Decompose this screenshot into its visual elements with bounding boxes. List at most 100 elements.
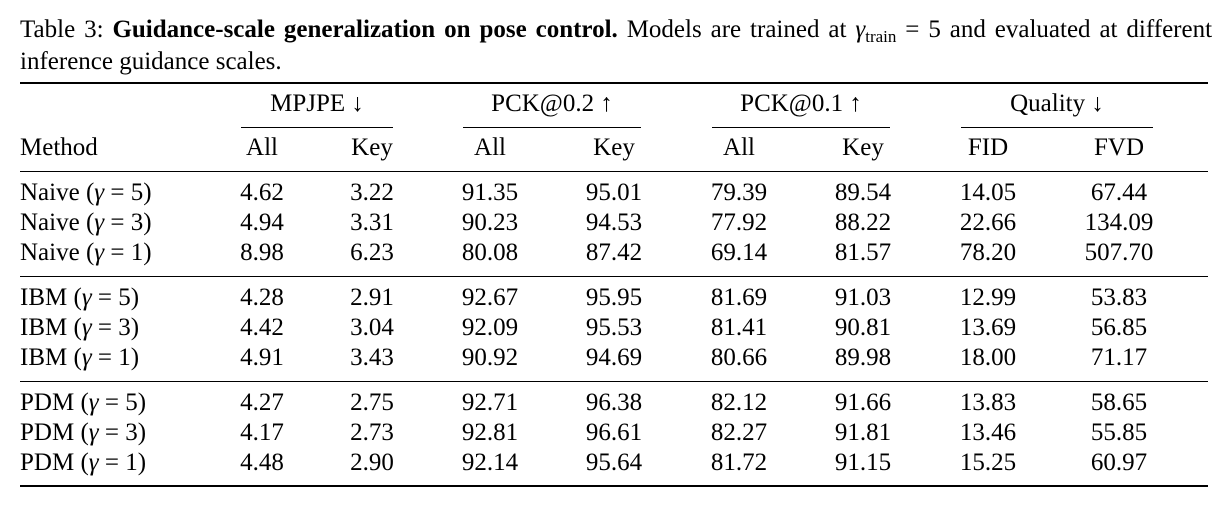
table-cell: 88.22 (834, 209, 892, 236)
caption-text-before: Models are trained at (626, 16, 847, 43)
table-cell: 71.17 (1090, 344, 1148, 371)
gamma-symbol: γ (94, 179, 105, 206)
table-cell: 8.98 (240, 239, 284, 266)
table-cell: 2.91 (350, 284, 394, 311)
subheader-pck01-key: Key (842, 134, 884, 161)
subheader-pck01-all: All (723, 134, 755, 161)
table-cell: 13.46 (959, 419, 1017, 446)
table-cell: 18.00 (959, 344, 1017, 371)
table-cell: 91.15 (834, 449, 892, 476)
gamma-value: 1 (130, 239, 144, 266)
group-header-quality: Quality ↓ (1010, 90, 1104, 117)
caption-gamma-subscript: train (865, 27, 897, 46)
table-cell: 78.20 (959, 239, 1017, 266)
caption-text-after: and evaluated at different inference gui… (20, 16, 1213, 75)
method-name: IBM (20, 284, 68, 311)
method-header: Method (20, 134, 98, 161)
table-cell: 92.81 (461, 419, 519, 446)
gamma-symbol: γ (94, 239, 105, 266)
table-cell: 91.66 (834, 389, 892, 416)
gamma-symbol: γ (81, 344, 92, 371)
table-cell: 4.62 (240, 179, 284, 206)
caption-title: Guidance-scale generalization on pose co… (112, 16, 618, 43)
table-cell: 4.42 (240, 314, 284, 341)
gamma-value: 3 (118, 314, 131, 341)
top-rule (20, 82, 1208, 84)
gamma-value: 5 (118, 284, 131, 311)
group-header-pck01: PCK@0.1 ↑ (740, 90, 862, 117)
subheader-pck02-all: All (474, 134, 506, 161)
table-cell: 3.31 (350, 209, 394, 236)
bottom-rule (20, 485, 1208, 487)
method-cell: IBM (γ = 1) (20, 344, 140, 371)
table-cell: 89.98 (834, 344, 892, 371)
method-cell: PDM (γ = 3) (20, 419, 147, 446)
subheader-pck02-key: Key (593, 134, 635, 161)
group-rule-quality (961, 127, 1153, 128)
gamma-symbol: γ (88, 419, 99, 446)
table-cell: 91.03 (834, 284, 892, 311)
gamma-symbol: γ (81, 284, 92, 311)
group-rule-mpjpe (241, 127, 393, 128)
subheader-fid: FID (967, 134, 1009, 161)
table-cell: 2.75 (350, 389, 394, 416)
table-cell: 13.83 (959, 389, 1017, 416)
method-cell: IBM (γ = 5) (20, 284, 140, 311)
gamma-symbol: γ (88, 449, 99, 476)
table-cell: 56.85 (1090, 314, 1148, 341)
table-cell: 96.61 (585, 419, 643, 446)
table-cell: 3.22 (350, 179, 394, 206)
table-cell: 134.09 (1084, 209, 1154, 236)
group-header-pck02: PCK@0.2 ↑ (491, 90, 613, 117)
table-cell: 81.41 (710, 314, 768, 341)
table-cell: 81.72 (710, 449, 768, 476)
table-cell: 4.91 (240, 344, 284, 371)
table-cell: 2.90 (350, 449, 394, 476)
method-cell: IBM (γ = 3) (20, 314, 140, 341)
table-cell: 87.42 (585, 239, 643, 266)
caption-gamma-value: = 5 (905, 16, 941, 43)
table-cell: 91.35 (461, 179, 519, 206)
table-cell: 4.27 (240, 389, 284, 416)
table-cell: 82.12 (710, 389, 768, 416)
table-cell: 12.99 (959, 284, 1017, 311)
method-cell: PDM (γ = 1) (20, 449, 147, 476)
table-cell: 96.38 (585, 389, 643, 416)
table-cell: 80.08 (461, 239, 519, 266)
caption-gamma: γ (855, 16, 866, 43)
gamma-value: 1 (125, 449, 138, 476)
subheader-mpjpe-key: Key (351, 134, 393, 161)
method-name: Naive (20, 209, 80, 236)
table-cell: 60.97 (1090, 449, 1148, 476)
table-cell: 69.14 (710, 239, 768, 266)
method-name: PDM (20, 449, 75, 476)
subheader-mpjpe-all: All (246, 134, 278, 161)
table-cell: 3.04 (350, 314, 394, 341)
table-cell: 95.01 (585, 179, 643, 206)
table-cell: 92.09 (461, 314, 519, 341)
table-cell: 4.17 (240, 419, 284, 446)
table-cell: 90.23 (461, 209, 519, 236)
table-cell: 92.67 (461, 284, 519, 311)
method-cell: Naive (γ = 3) (20, 209, 152, 236)
subheader-fvd: FVD (1093, 134, 1145, 161)
table-cell: 95.53 (585, 314, 643, 341)
group-separator-2 (20, 381, 1208, 382)
gamma-symbol: γ (81, 314, 92, 341)
table-cell: 2.73 (350, 419, 394, 446)
gamma-symbol: γ (94, 209, 105, 236)
gamma-symbol: γ (88, 389, 99, 416)
gamma-value: 1 (118, 344, 131, 371)
method-cell: Naive (γ = 1) (20, 239, 152, 266)
table-caption: Table 3: Guidance-scale generalization o… (20, 14, 1212, 78)
gamma-value: 5 (130, 179, 144, 206)
gamma-value: 3 (125, 419, 138, 446)
table-cell: 4.28 (240, 284, 284, 311)
method-name: Naive (20, 179, 80, 206)
method-name: IBM (20, 344, 68, 371)
table-cell: 14.05 (959, 179, 1017, 206)
table-cell: 81.69 (710, 284, 768, 311)
table-cell: 67.44 (1090, 179, 1148, 206)
caption-label: Table 3: (20, 16, 104, 43)
table-cell: 4.94 (240, 209, 284, 236)
